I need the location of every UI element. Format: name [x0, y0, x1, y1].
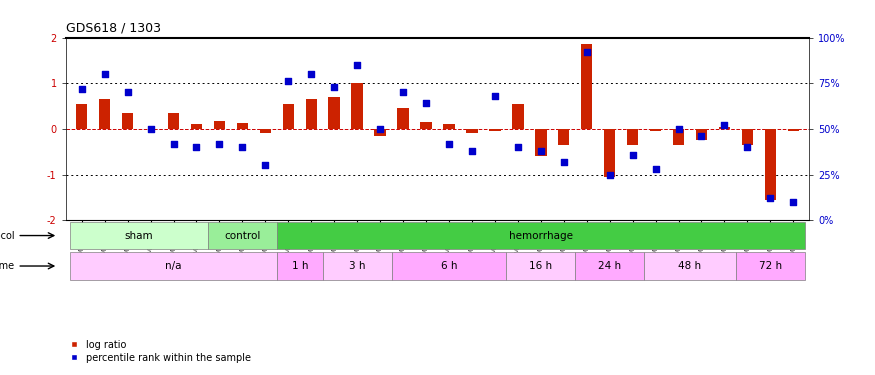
- Bar: [626, 129, 639, 145]
- Point: [166, 141, 180, 147]
- Point: [626, 152, 640, 157]
- Text: 6 h: 6 h: [441, 261, 458, 271]
- Bar: [507, 252, 575, 280]
- Text: control: control: [224, 231, 261, 240]
- Point: [350, 62, 364, 68]
- Point: [419, 100, 433, 106]
- Point: [603, 172, 617, 178]
- Bar: [535, 129, 547, 156]
- Bar: [512, 104, 523, 129]
- Bar: [260, 129, 271, 133]
- Point: [98, 71, 112, 77]
- Bar: [736, 252, 805, 280]
- Bar: [70, 252, 276, 280]
- Bar: [168, 113, 179, 129]
- Point: [442, 141, 456, 147]
- Bar: [673, 129, 684, 145]
- Text: sham: sham: [125, 231, 153, 240]
- Point: [740, 144, 754, 150]
- Bar: [352, 83, 363, 129]
- Point: [327, 84, 341, 90]
- Text: time: time: [0, 261, 15, 271]
- Bar: [489, 129, 500, 131]
- Point: [465, 148, 479, 154]
- Bar: [70, 222, 208, 249]
- Bar: [191, 124, 202, 129]
- Text: n/a: n/a: [165, 261, 182, 271]
- Point: [258, 162, 272, 168]
- Bar: [765, 129, 776, 200]
- Text: 48 h: 48 h: [678, 261, 702, 271]
- Point: [695, 133, 709, 139]
- Point: [787, 199, 801, 205]
- Point: [396, 89, 410, 95]
- Bar: [236, 123, 248, 129]
- Point: [281, 78, 295, 84]
- Bar: [444, 124, 455, 129]
- Point: [556, 159, 570, 165]
- Point: [534, 148, 548, 154]
- Point: [580, 49, 594, 55]
- Text: GDS618 / 1303: GDS618 / 1303: [66, 22, 161, 35]
- Point: [488, 93, 502, 99]
- Bar: [76, 104, 88, 129]
- Point: [648, 166, 662, 172]
- Text: 72 h: 72 h: [759, 261, 782, 271]
- Bar: [644, 252, 736, 280]
- Bar: [558, 129, 570, 145]
- Point: [121, 89, 135, 95]
- Bar: [788, 129, 799, 131]
- Point: [74, 86, 88, 92]
- Bar: [392, 252, 507, 280]
- Point: [213, 141, 227, 147]
- Point: [671, 126, 685, 132]
- Bar: [742, 129, 753, 145]
- Bar: [696, 129, 707, 140]
- Bar: [276, 222, 805, 249]
- Point: [511, 144, 525, 150]
- Bar: [374, 129, 386, 136]
- Text: protocol: protocol: [0, 231, 15, 240]
- Bar: [575, 252, 644, 280]
- Bar: [650, 129, 662, 131]
- Point: [373, 126, 387, 132]
- Bar: [397, 108, 409, 129]
- Point: [190, 144, 204, 150]
- Text: 16 h: 16 h: [529, 261, 552, 271]
- Text: hemorrhage: hemorrhage: [508, 231, 573, 240]
- Bar: [323, 252, 392, 280]
- Bar: [604, 129, 615, 177]
- Text: 1 h: 1 h: [291, 261, 308, 271]
- Point: [144, 126, 158, 132]
- Bar: [581, 44, 592, 129]
- Bar: [718, 127, 730, 129]
- Text: 3 h: 3 h: [349, 261, 366, 271]
- Bar: [420, 122, 431, 129]
- Bar: [283, 104, 294, 129]
- Bar: [214, 121, 225, 129]
- Point: [304, 71, 318, 77]
- Legend: log ratio, percentile rank within the sample: log ratio, percentile rank within the sa…: [71, 340, 251, 363]
- Bar: [305, 99, 317, 129]
- Bar: [99, 99, 110, 129]
- Point: [718, 122, 732, 128]
- Text: 24 h: 24 h: [598, 261, 621, 271]
- Bar: [208, 222, 276, 249]
- Point: [763, 195, 777, 201]
- Bar: [328, 97, 340, 129]
- Bar: [466, 129, 478, 133]
- Bar: [276, 252, 323, 280]
- Bar: [122, 113, 133, 129]
- Point: [235, 144, 249, 150]
